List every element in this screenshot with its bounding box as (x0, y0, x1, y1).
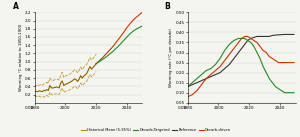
Text: B: B (164, 2, 170, 11)
Legend: Historical Mean (5-95%), Decade-Targeted, Reference, Decarb-driven: Historical Mean (5-95%), Decade-Targeted… (80, 127, 232, 134)
Text: 0.00: 0.00 (24, 106, 33, 110)
Y-axis label: Warming rate (°C per decade): Warming rate (°C per decade) (169, 28, 173, 87)
Text: A: A (13, 2, 19, 11)
Y-axis label: Warming °C relative to 1850-1900: Warming °C relative to 1850-1900 (19, 24, 23, 91)
Text: 0.00: 0.00 (177, 106, 187, 110)
